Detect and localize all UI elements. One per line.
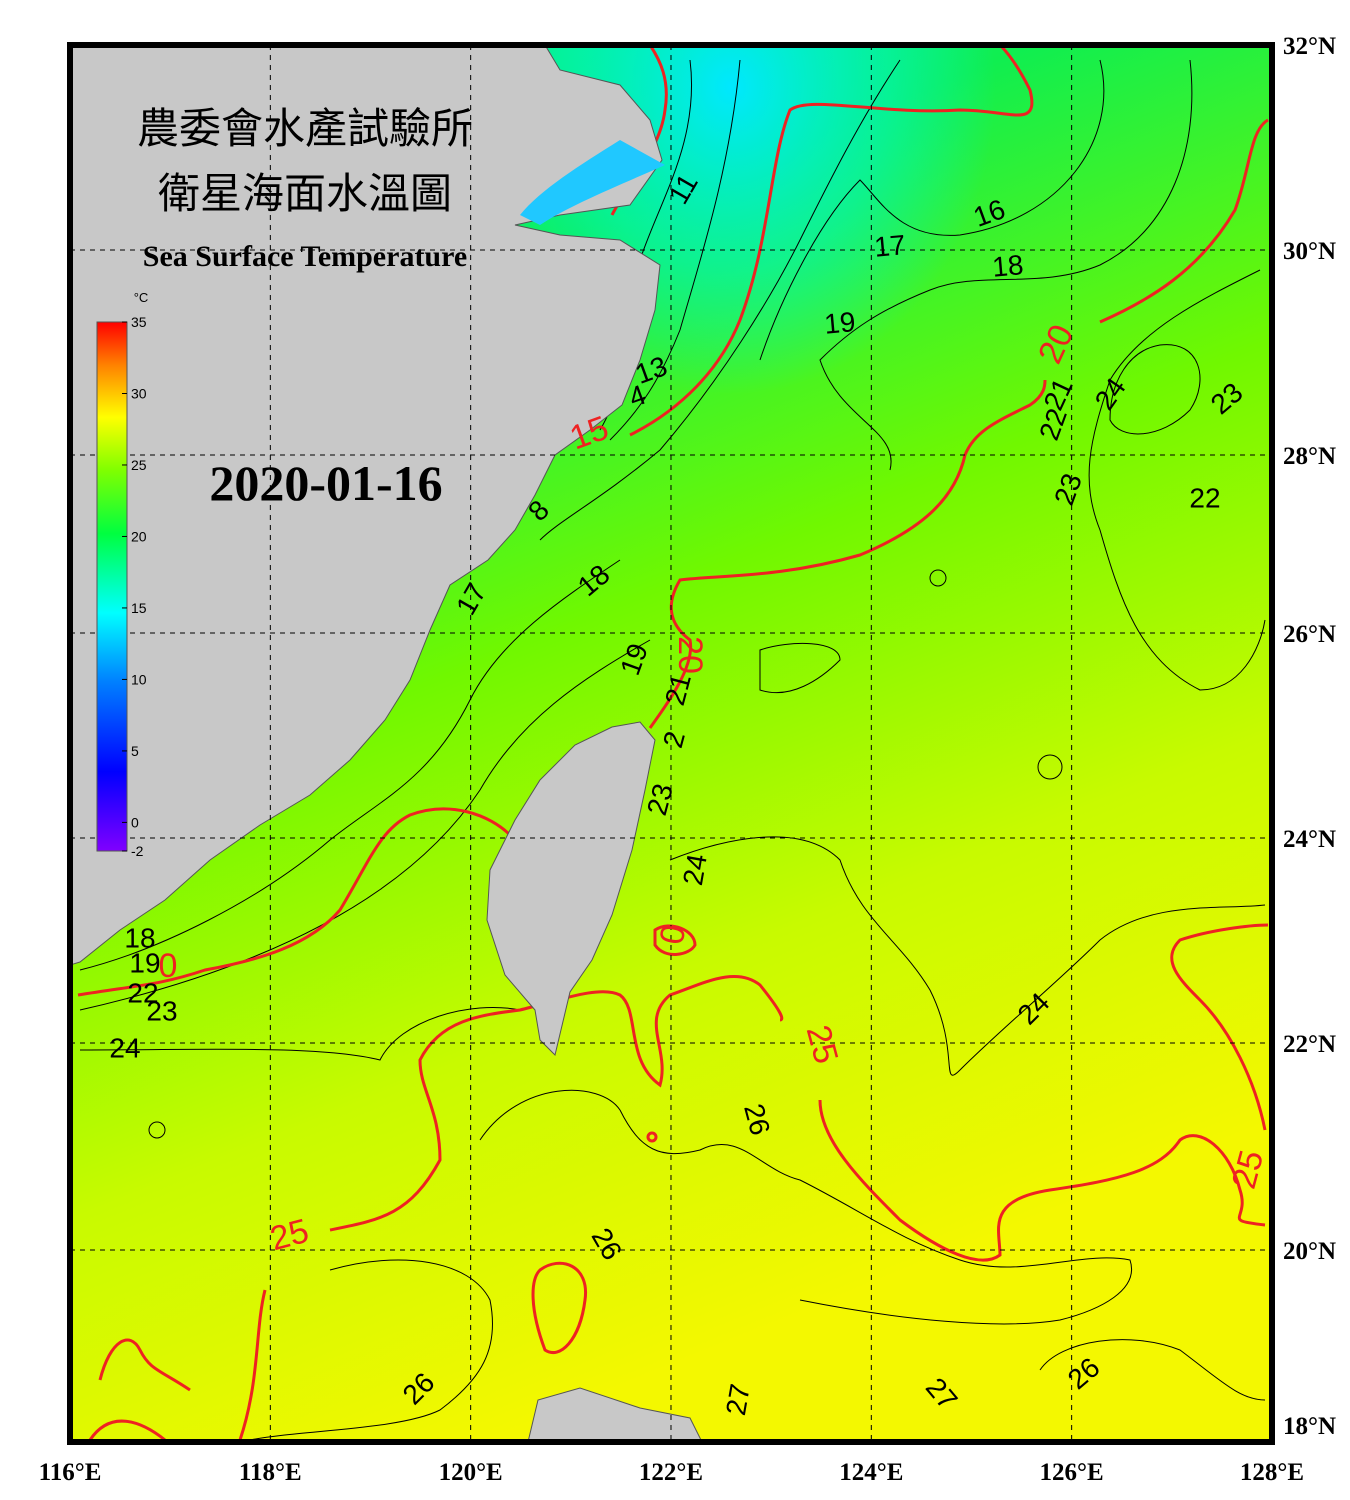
contour-label: 19 <box>129 947 160 978</box>
contour-label: 19 <box>823 306 857 340</box>
isotherm-20 <box>648 379 1047 729</box>
isotherm <box>609 59 741 441</box>
colorbar <box>96 321 128 852</box>
colorbar-tick-label: -2 <box>131 843 144 859</box>
subtitle-zh: 衛星海面水溫圖 <box>158 172 452 218</box>
lat-label: 32°N <box>1283 33 1336 60</box>
isotherm-25 <box>818 1099 1266 1262</box>
contour-label: 27 <box>720 1382 756 1418</box>
colorbar-tick-label: 25 <box>131 457 147 473</box>
isotherm <box>759 59 1105 361</box>
lat-label: 20°N <box>1283 1238 1336 1265</box>
contour-label: 24 <box>677 852 713 888</box>
isotherm <box>79 559 621 971</box>
isotherm-25 <box>238 1289 267 1441</box>
title-en: Sea Surface Temperature <box>143 240 467 273</box>
contour-label: 17 <box>873 229 907 263</box>
isotherm-20 <box>77 807 512 997</box>
lat-label: 18°N <box>1283 1413 1336 1440</box>
contour-label: 20 <box>671 636 709 674</box>
lon-label: 120°E <box>439 1459 503 1486</box>
isotherm-25 <box>88 1338 191 1442</box>
colorbar-tick-label: 15 <box>131 600 147 616</box>
colorbar-tick-label: 5 <box>131 743 139 759</box>
contour-label: 22 <box>1189 482 1220 513</box>
graticule <box>70 45 1272 1442</box>
red-isotherms <box>77 45 1269 1442</box>
lat-label: 26°N <box>1283 621 1336 648</box>
map-frame <box>67 42 1275 1445</box>
axis-labels: 116°E 118°E 120°E 122°E 124°E 126°E 128°E 32°N 3… <box>39 33 1336 1486</box>
isotherm <box>759 643 841 694</box>
colorbar-unit: °C <box>134 290 149 305</box>
colorbar-tick-label: 10 <box>131 671 147 687</box>
contour-label: 0 <box>159 947 178 985</box>
lat-label: 22°N <box>1283 1031 1336 1058</box>
isotherm-25 <box>646 1131 658 1143</box>
lon-label: 118°E <box>239 1459 302 1486</box>
isotherm <box>1088 269 1266 691</box>
isotherm <box>148 1121 166 1139</box>
lon-label: 124°E <box>839 1459 903 1486</box>
luzon <box>527 1387 703 1442</box>
contour-label: 24 <box>109 1032 140 1063</box>
isotherm <box>929 569 947 587</box>
lat-label: 24°N <box>1283 826 1336 853</box>
isotherm <box>1037 754 1063 780</box>
isotherm <box>819 59 1193 471</box>
date: 2020-01-16 <box>209 455 442 511</box>
taiwan <box>486 721 656 1056</box>
colorbar-ticks: 35 30 25 20 15 10 5 0 -2 <box>122 314 147 859</box>
lat-label: 28°N <box>1283 443 1336 470</box>
lon-label: 122°E <box>639 1459 703 1486</box>
title-zh: 農委會水產試驗所 <box>137 106 473 153</box>
isotherm-15 <box>629 45 1034 437</box>
isotherm <box>79 1006 521 1061</box>
isotherm-25 <box>1170 923 1269 1131</box>
isotherm <box>1039 1339 1266 1401</box>
colorbar-tick-label: 30 <box>131 385 147 401</box>
isotherm <box>479 1089 1133 1325</box>
colorbar-tick-label: 0 <box>131 814 139 830</box>
isotherm <box>249 1259 494 1441</box>
colorbar-tick-label: 35 <box>131 314 147 330</box>
contour-label: 2 <box>657 728 691 751</box>
lon-label: 128°E <box>1240 1459 1304 1486</box>
contour-label: 23 <box>146 995 177 1026</box>
colorbar-tick-label: 20 <box>131 528 147 544</box>
isotherm-20 <box>1099 118 1269 324</box>
isotherm <box>1109 344 1201 435</box>
contour-label: 18 <box>991 249 1025 283</box>
isotherm <box>669 836 1266 1076</box>
isotherm <box>539 59 901 541</box>
yangtze-estuary <box>520 140 665 225</box>
lon-label: 126°E <box>1040 1459 1104 1486</box>
isotherm-25 <box>329 975 784 1232</box>
contour-label: 22 <box>127 977 158 1008</box>
lon-label: 116°E <box>39 1459 102 1486</box>
contour-label: 18 <box>124 922 155 953</box>
lat-label: 30°N <box>1283 238 1336 265</box>
land <box>70 45 703 1442</box>
isotherm-25 <box>531 1261 587 1354</box>
